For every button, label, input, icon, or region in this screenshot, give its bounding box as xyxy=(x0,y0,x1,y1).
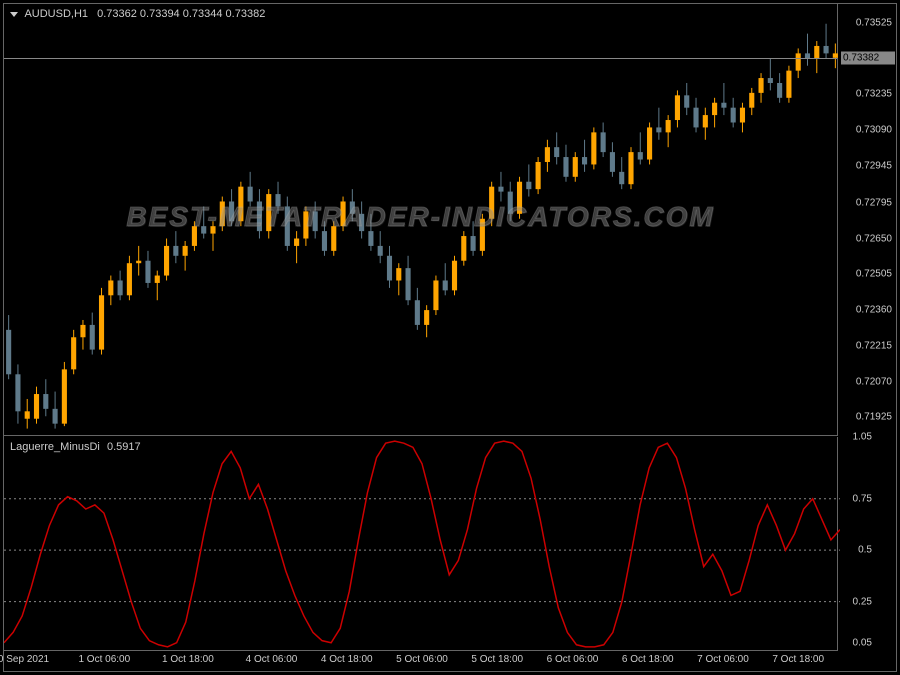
indicator-y-label: 0.75 xyxy=(853,493,872,504)
x-axis-label: 1 Oct 06:00 xyxy=(78,654,130,665)
current-price-tag: 0.73382 xyxy=(841,51,895,64)
y-axis-label: 0.73090 xyxy=(856,124,892,135)
indicator-y-label: 0.25 xyxy=(853,596,872,607)
y-axis-label: 0.73525 xyxy=(856,17,892,28)
y-axis-label: 0.72360 xyxy=(856,305,892,316)
main-candlestick-chart[interactable]: AUDUSD,H1 0.73362 0.73394 0.73344 0.7338… xyxy=(4,4,838,436)
x-axis: 30 Sep 20211 Oct 06:001 Oct 18:004 Oct 0… xyxy=(4,651,838,671)
y-axis-label: 0.72795 xyxy=(856,197,892,208)
x-axis-label: 7 Oct 06:00 xyxy=(697,654,749,665)
indicator-y-label: 1.05 xyxy=(853,432,872,443)
indicator-header: Laguerre_MinusDi 0.5917 xyxy=(10,441,141,453)
dropdown-icon[interactable] xyxy=(10,12,18,17)
y-axis-label: 0.72945 xyxy=(856,160,892,171)
y-axis-label: 0.72215 xyxy=(856,340,892,351)
ohlc-values: 0.73362 0.73394 0.73344 0.73382 xyxy=(97,8,265,20)
chart-container: AUDUSD,H1 0.73362 0.73394 0.73344 0.7338… xyxy=(3,3,897,672)
indicator-name: Laguerre_MinusDi xyxy=(10,441,100,453)
y-axis-label: 0.71925 xyxy=(856,412,892,423)
indicator-value: 0.5917 xyxy=(107,441,141,453)
x-axis-label: 30 Sep 2021 xyxy=(0,654,49,665)
x-axis-label: 6 Oct 18:00 xyxy=(622,654,674,665)
x-axis-label: 5 Oct 18:00 xyxy=(471,654,523,665)
y-axis-label: 0.72070 xyxy=(856,376,892,387)
x-axis-label: 7 Oct 18:00 xyxy=(772,654,824,665)
indicator-y-label: 0.5 xyxy=(858,545,872,556)
y-axis-label: 0.73235 xyxy=(856,89,892,100)
main-y-axis: 0.71925 0.72070 0.72215 0.72360 0.72505 0.726… xyxy=(838,4,896,436)
x-axis-label: 6 Oct 06:00 xyxy=(547,654,599,665)
x-axis-label: 5 Oct 06:00 xyxy=(396,654,448,665)
indicator-y-label: 0.05 xyxy=(853,637,872,648)
indicator-y-axis: 0.050.250.50.751.05 xyxy=(838,437,896,651)
x-axis-label: 4 Oct 06:00 xyxy=(246,654,298,665)
indicator-svg xyxy=(4,437,840,653)
y-axis-label: 0.72505 xyxy=(856,269,892,280)
symbol-label: AUDUSD,H1 xyxy=(24,8,88,20)
watermark-text: BEST-METATRADER-INDICATORS.COM xyxy=(126,200,714,232)
x-axis-label: 4 Oct 18:00 xyxy=(321,654,373,665)
x-axis-label: 1 Oct 18:00 xyxy=(162,654,214,665)
current-price-line: 0.73382 xyxy=(4,58,837,59)
chart-header: AUDUSD,H1 0.73362 0.73394 0.73344 0.7338… xyxy=(10,8,265,20)
indicator-chart[interactable]: Laguerre_MinusDi 0.5917 xyxy=(4,437,838,651)
y-axis-label: 0.72650 xyxy=(856,233,892,244)
